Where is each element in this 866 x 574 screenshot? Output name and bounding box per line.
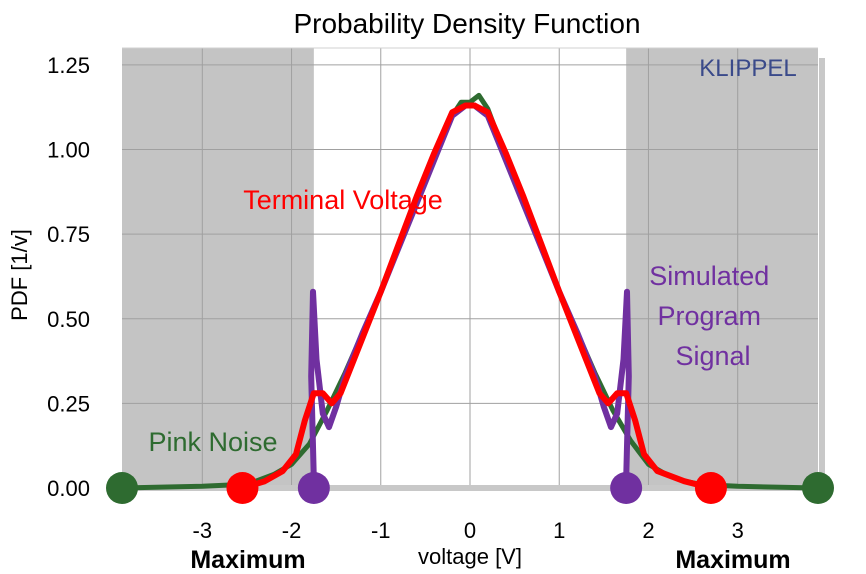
program-signal-line-2: Program: [657, 301, 761, 331]
y-tick-label: 0.75: [47, 222, 90, 247]
maximum-label-left: Maximum: [190, 546, 305, 574]
brand-label: KLIPPEL: [699, 55, 796, 82]
pink-noise-label: Pink Noise: [148, 427, 277, 457]
y-tick-label: 1.25: [47, 53, 90, 78]
chart-title: Probability Density Function: [293, 8, 640, 39]
terminal-voltage-label: Terminal Voltage: [243, 185, 443, 215]
end-marker-simulated-program-signal-0: [297, 472, 330, 504]
y-tick-label: 0.25: [47, 391, 90, 416]
program-signal-line-3: Signal: [675, 341, 750, 371]
end-marker-terminal-voltage-1: [694, 472, 727, 504]
shaded-region-0: [122, 48, 314, 488]
x-tick-label: -1: [371, 518, 391, 543]
y-tick-label: 0.00: [47, 476, 90, 501]
end-marker-terminal-voltage-0: [226, 472, 259, 504]
end-marker-pink-noise-1: [802, 472, 834, 504]
x-tick-label: -3: [193, 518, 213, 543]
x-tick-label: 0: [464, 518, 476, 543]
end-marker-simulated-program-signal-1: [610, 472, 643, 504]
end-marker-pink-noise-0: [106, 472, 138, 504]
series-line-terminal-voltage: [239, 102, 714, 491]
program-signal-line-1: Simulated: [649, 261, 769, 291]
x-tick-label: 1: [553, 518, 565, 543]
shaded-region-1: [626, 48, 818, 488]
y-tick-label: 0.50: [47, 307, 90, 332]
x-axis-label: voltage [V]: [418, 544, 522, 569]
y-tick-label: 1.00: [47, 138, 90, 163]
program-signal-label: Simulated Program Signal: [649, 261, 777, 371]
x-tick-label: 2: [642, 518, 654, 543]
x-tick-label: -2: [282, 518, 302, 543]
y-axis-label: PDF [1/v]: [7, 229, 32, 321]
x-tick-label: 3: [732, 518, 744, 543]
maximum-label-right: Maximum: [675, 546, 790, 574]
